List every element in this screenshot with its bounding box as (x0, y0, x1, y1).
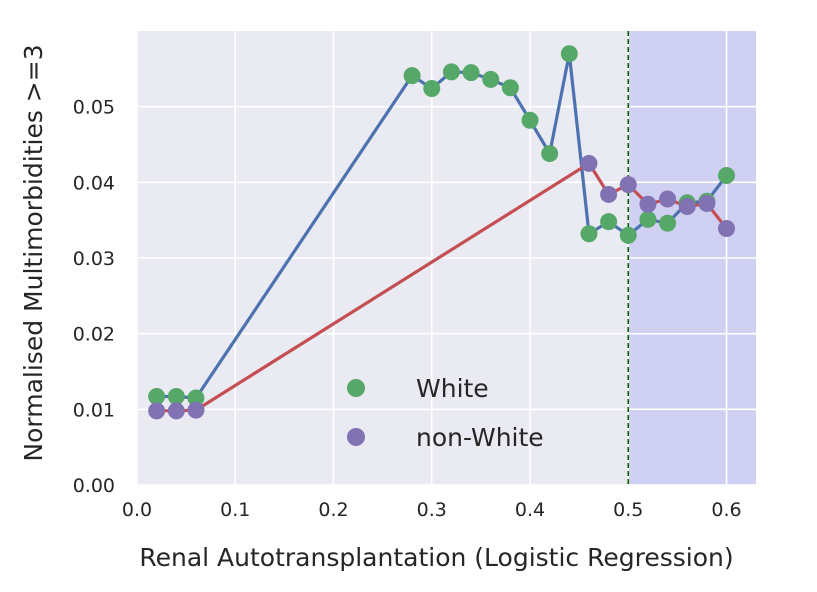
nonwhite-data-point (619, 176, 637, 194)
white-data-point (659, 214, 677, 232)
y-axis-ticks: 0.00 0.01 0.02 0.03 0.04 0.05 (73, 97, 115, 497)
nonwhite-data-point (639, 195, 657, 213)
y-axis-label: Normalised Multimorbidities >=3 (19, 44, 48, 461)
nonwhite-legend-marker (347, 428, 365, 446)
white-data-point (187, 389, 205, 407)
x-tick-label: 0.1 (220, 499, 250, 521)
white-data-point (482, 70, 500, 88)
nonwhite-data-point (718, 219, 736, 237)
x-tick-label: 0.0 (122, 499, 152, 521)
white-data-point (718, 167, 736, 185)
nonwhite-data-point (600, 185, 618, 203)
series-points (148, 45, 736, 420)
white-data-point (521, 111, 539, 129)
white-data-point (619, 226, 637, 244)
white-data-point (167, 387, 185, 405)
nonwhite-data-point (678, 198, 696, 216)
x-axis-ticks: 0.0 0.1 0.2 0.3 0.4 0.5 0.6 (122, 499, 742, 521)
white-data-point (501, 79, 519, 97)
white-data-point (580, 225, 598, 243)
white-legend-label: White (416, 374, 489, 403)
x-tick-label: 0.2 (318, 499, 348, 521)
white-data-point (442, 63, 460, 81)
white-data-point (148, 387, 166, 405)
y-tick-label: 0.03 (73, 248, 115, 270)
y-tick-label: 0.01 (73, 399, 115, 421)
white-data-point (560, 45, 578, 63)
nonwhite-data-point (580, 154, 598, 172)
nonwhite-legend-label: non-White (416, 423, 544, 452)
nonwhite-data-point (698, 195, 716, 213)
legend: White non-White (347, 374, 544, 452)
x-tick-label: 0.5 (613, 499, 643, 521)
nonwhite-data-point (167, 402, 185, 420)
white-data-point (403, 67, 421, 85)
y-tick-label: 0.04 (73, 172, 115, 194)
white-data-point (639, 210, 657, 228)
white-data-point (600, 213, 618, 231)
x-tick-label: 0.4 (515, 499, 545, 521)
y-tick-label: 0.00 (73, 475, 115, 497)
white-legend-marker (347, 379, 365, 397)
white-data-point (423, 80, 441, 98)
nonwhite-data-point (187, 401, 205, 419)
white-data-point (541, 145, 559, 163)
x-axis-label: Renal Autotransplantation (Logistic Regr… (139, 543, 733, 572)
y-tick-label: 0.05 (73, 97, 115, 119)
nonwhite-data-point (148, 402, 166, 420)
nonwhite-data-point (659, 190, 677, 208)
x-tick-label: 0.3 (417, 499, 447, 521)
y-tick-label: 0.02 (73, 324, 115, 346)
x-tick-label: 0.6 (711, 499, 741, 521)
white-data-point (462, 64, 480, 82)
